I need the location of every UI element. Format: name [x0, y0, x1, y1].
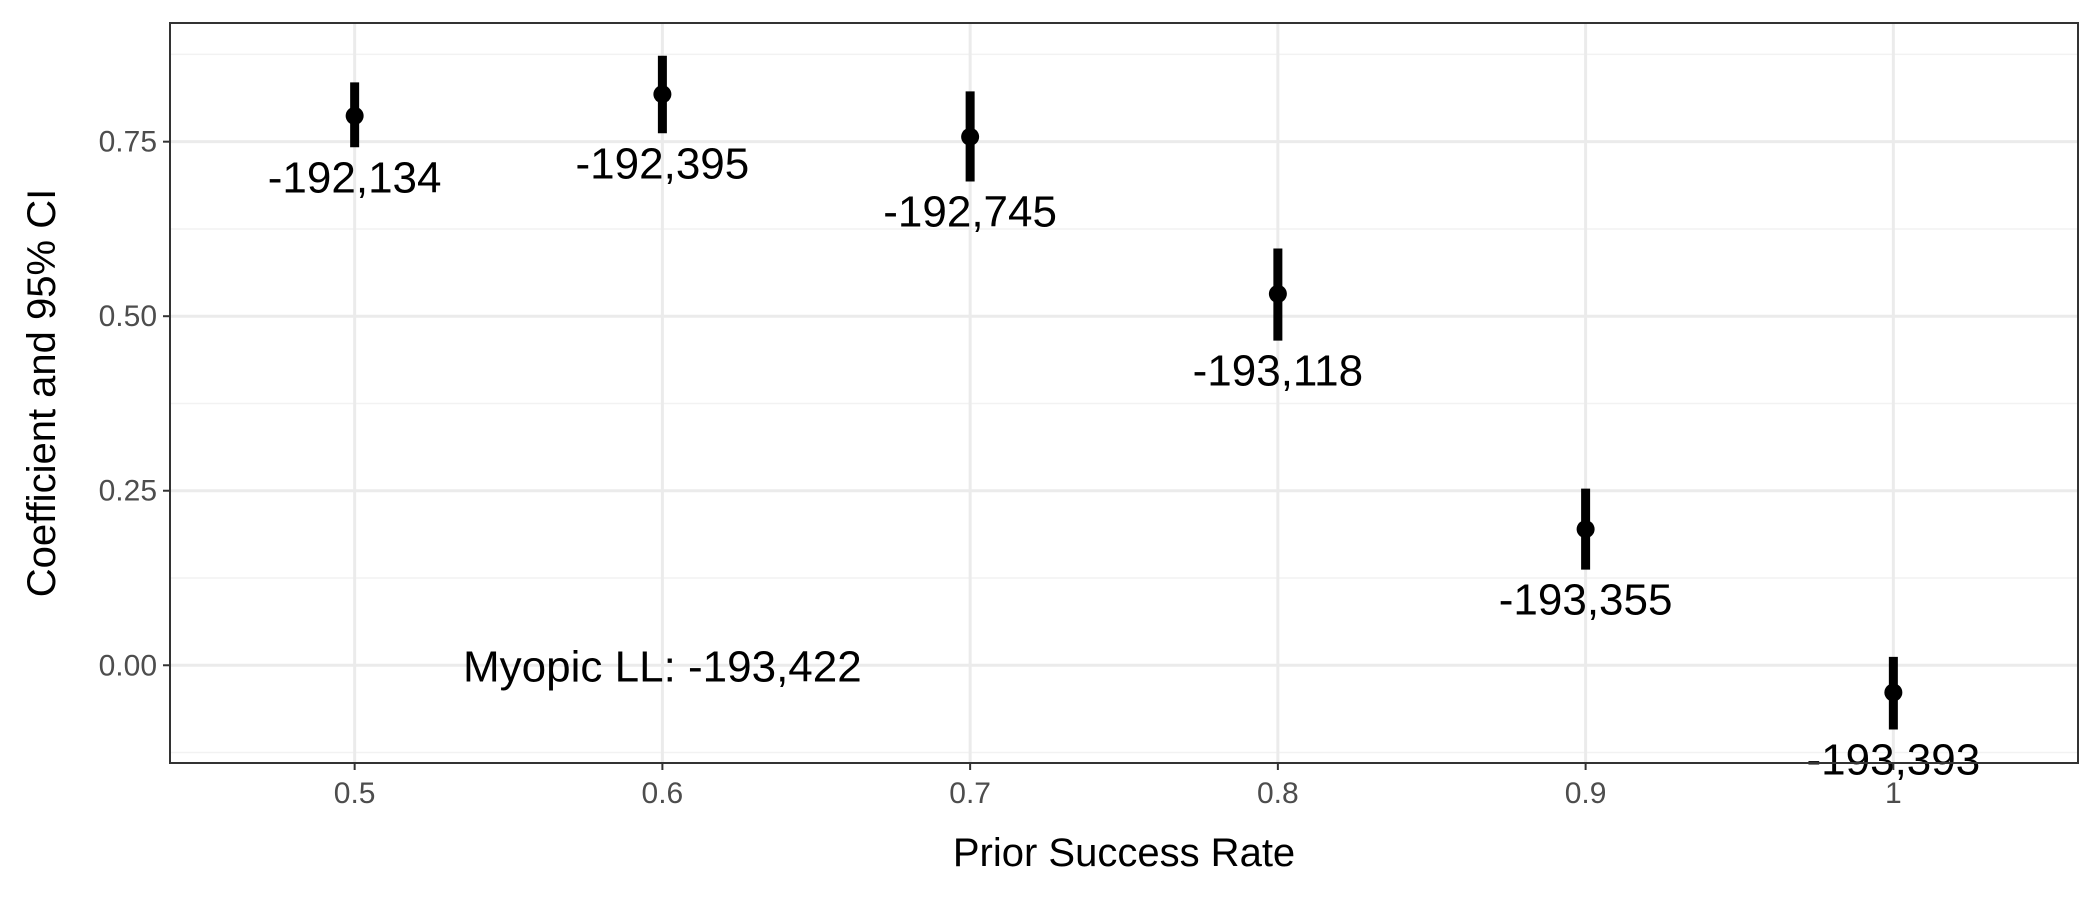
- y-tick-label: 0.00: [99, 649, 157, 682]
- x-tick-label: 0.8: [1257, 777, 1299, 810]
- data-label: -193,355: [1499, 576, 1673, 625]
- y-axis: 0.00 0.25 0.50 0.75: [99, 126, 170, 682]
- data-label: -193,393: [1807, 735, 1981, 784]
- data-label: -192,134: [268, 153, 442, 202]
- data-label: -193,118: [1193, 347, 1363, 396]
- y-tick-label: 0.75: [99, 126, 157, 159]
- annotation-myopic-ll: Myopic LL: -193,422: [463, 642, 862, 691]
- point-marker: [1884, 683, 1903, 702]
- y-axis-title: Coefficient and 95% CI: [20, 189, 64, 597]
- y-tick-label: 0.25: [99, 475, 157, 508]
- x-tick-label: 0.9: [1565, 777, 1607, 810]
- grid-minor: [170, 53, 2078, 754]
- x-tick-label: 0.7: [949, 777, 991, 810]
- x-axis: 0.5 0.6 0.7 0.8 0.9 1: [334, 763, 1902, 810]
- point-marker: [653, 85, 672, 104]
- data-label: -192,395: [576, 139, 750, 188]
- data-label: -192,745: [883, 187, 1057, 236]
- data-marks: [345, 55, 1903, 730]
- panel-border: [169, 22, 2079, 764]
- x-axis-title: Prior Success Rate: [953, 831, 1295, 875]
- x-tick-label: 0.6: [642, 777, 684, 810]
- point-marker: [1576, 520, 1595, 539]
- point-marker: [345, 106, 364, 125]
- data-labels: -192,134 -192,395 -192,745 -193,118 -193,355…: [268, 139, 1980, 784]
- point-marker: [961, 127, 980, 146]
- grid-major: [170, 23, 2078, 763]
- y-tick-label: 0.50: [99, 300, 157, 333]
- x-tick-label: 1: [1885, 777, 1902, 810]
- point-marker: [1268, 284, 1287, 303]
- x-tick-label: 0.5: [334, 777, 376, 810]
